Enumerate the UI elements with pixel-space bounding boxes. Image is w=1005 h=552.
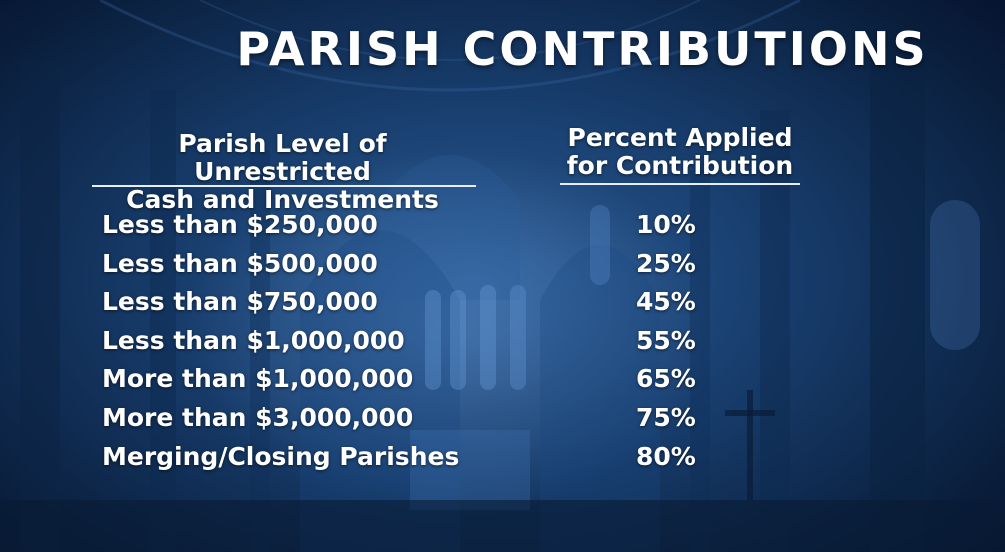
row-label: Less than $1,000,000 [102,325,405,355]
table-row: Less than $250,000 10% [0,207,1005,246]
row-label: More than $1,000,000 [102,364,414,394]
row-percent: 75% [636,402,696,432]
table-row: More than $1,000,000 65% [0,361,1005,400]
table-row: Less than $1,000,000 55% [0,323,1005,362]
column-header-line: Percent Applied [567,123,793,152]
row-percent: 10% [636,210,696,239]
table-row: More than $3,000,000 75% [0,400,1005,439]
column-header-line: Parish Level of Unrestricted [178,129,387,186]
header-underline [560,183,800,185]
contribution-table: Less than $250,000 10% Less than $500,00… [0,207,1005,477]
column-header-line: Cash and Investments [126,185,439,214]
row-label: Less than $250,000 [102,210,378,239]
row-percent: 45% [636,287,696,317]
table-row: Merging/Closing Parishes 80% [0,439,1005,478]
row-percent: 65% [636,364,696,394]
table-row: Less than $750,000 45% [0,284,1005,323]
row-percent: 55% [636,325,696,355]
page-title: PARISH CONTRIBUTIONS [236,22,929,76]
row-label: Less than $750,000 [102,287,378,317]
table-row: Less than $500,000 25% [0,246,1005,285]
column-header-line: for Contribution [566,151,794,180]
column-header-percent: Percent Applied for Contribution [560,124,800,180]
row-percent: 80% [636,441,696,471]
row-label: More than $3,000,000 [102,402,414,432]
row-label: Less than $500,000 [102,248,378,278]
header-underline [92,185,476,187]
column-header-cash-level: Parish Level of Unrestricted Cash and In… [90,130,475,214]
row-percent: 25% [636,248,696,278]
row-label: Merging/Closing Parishes [102,441,460,471]
